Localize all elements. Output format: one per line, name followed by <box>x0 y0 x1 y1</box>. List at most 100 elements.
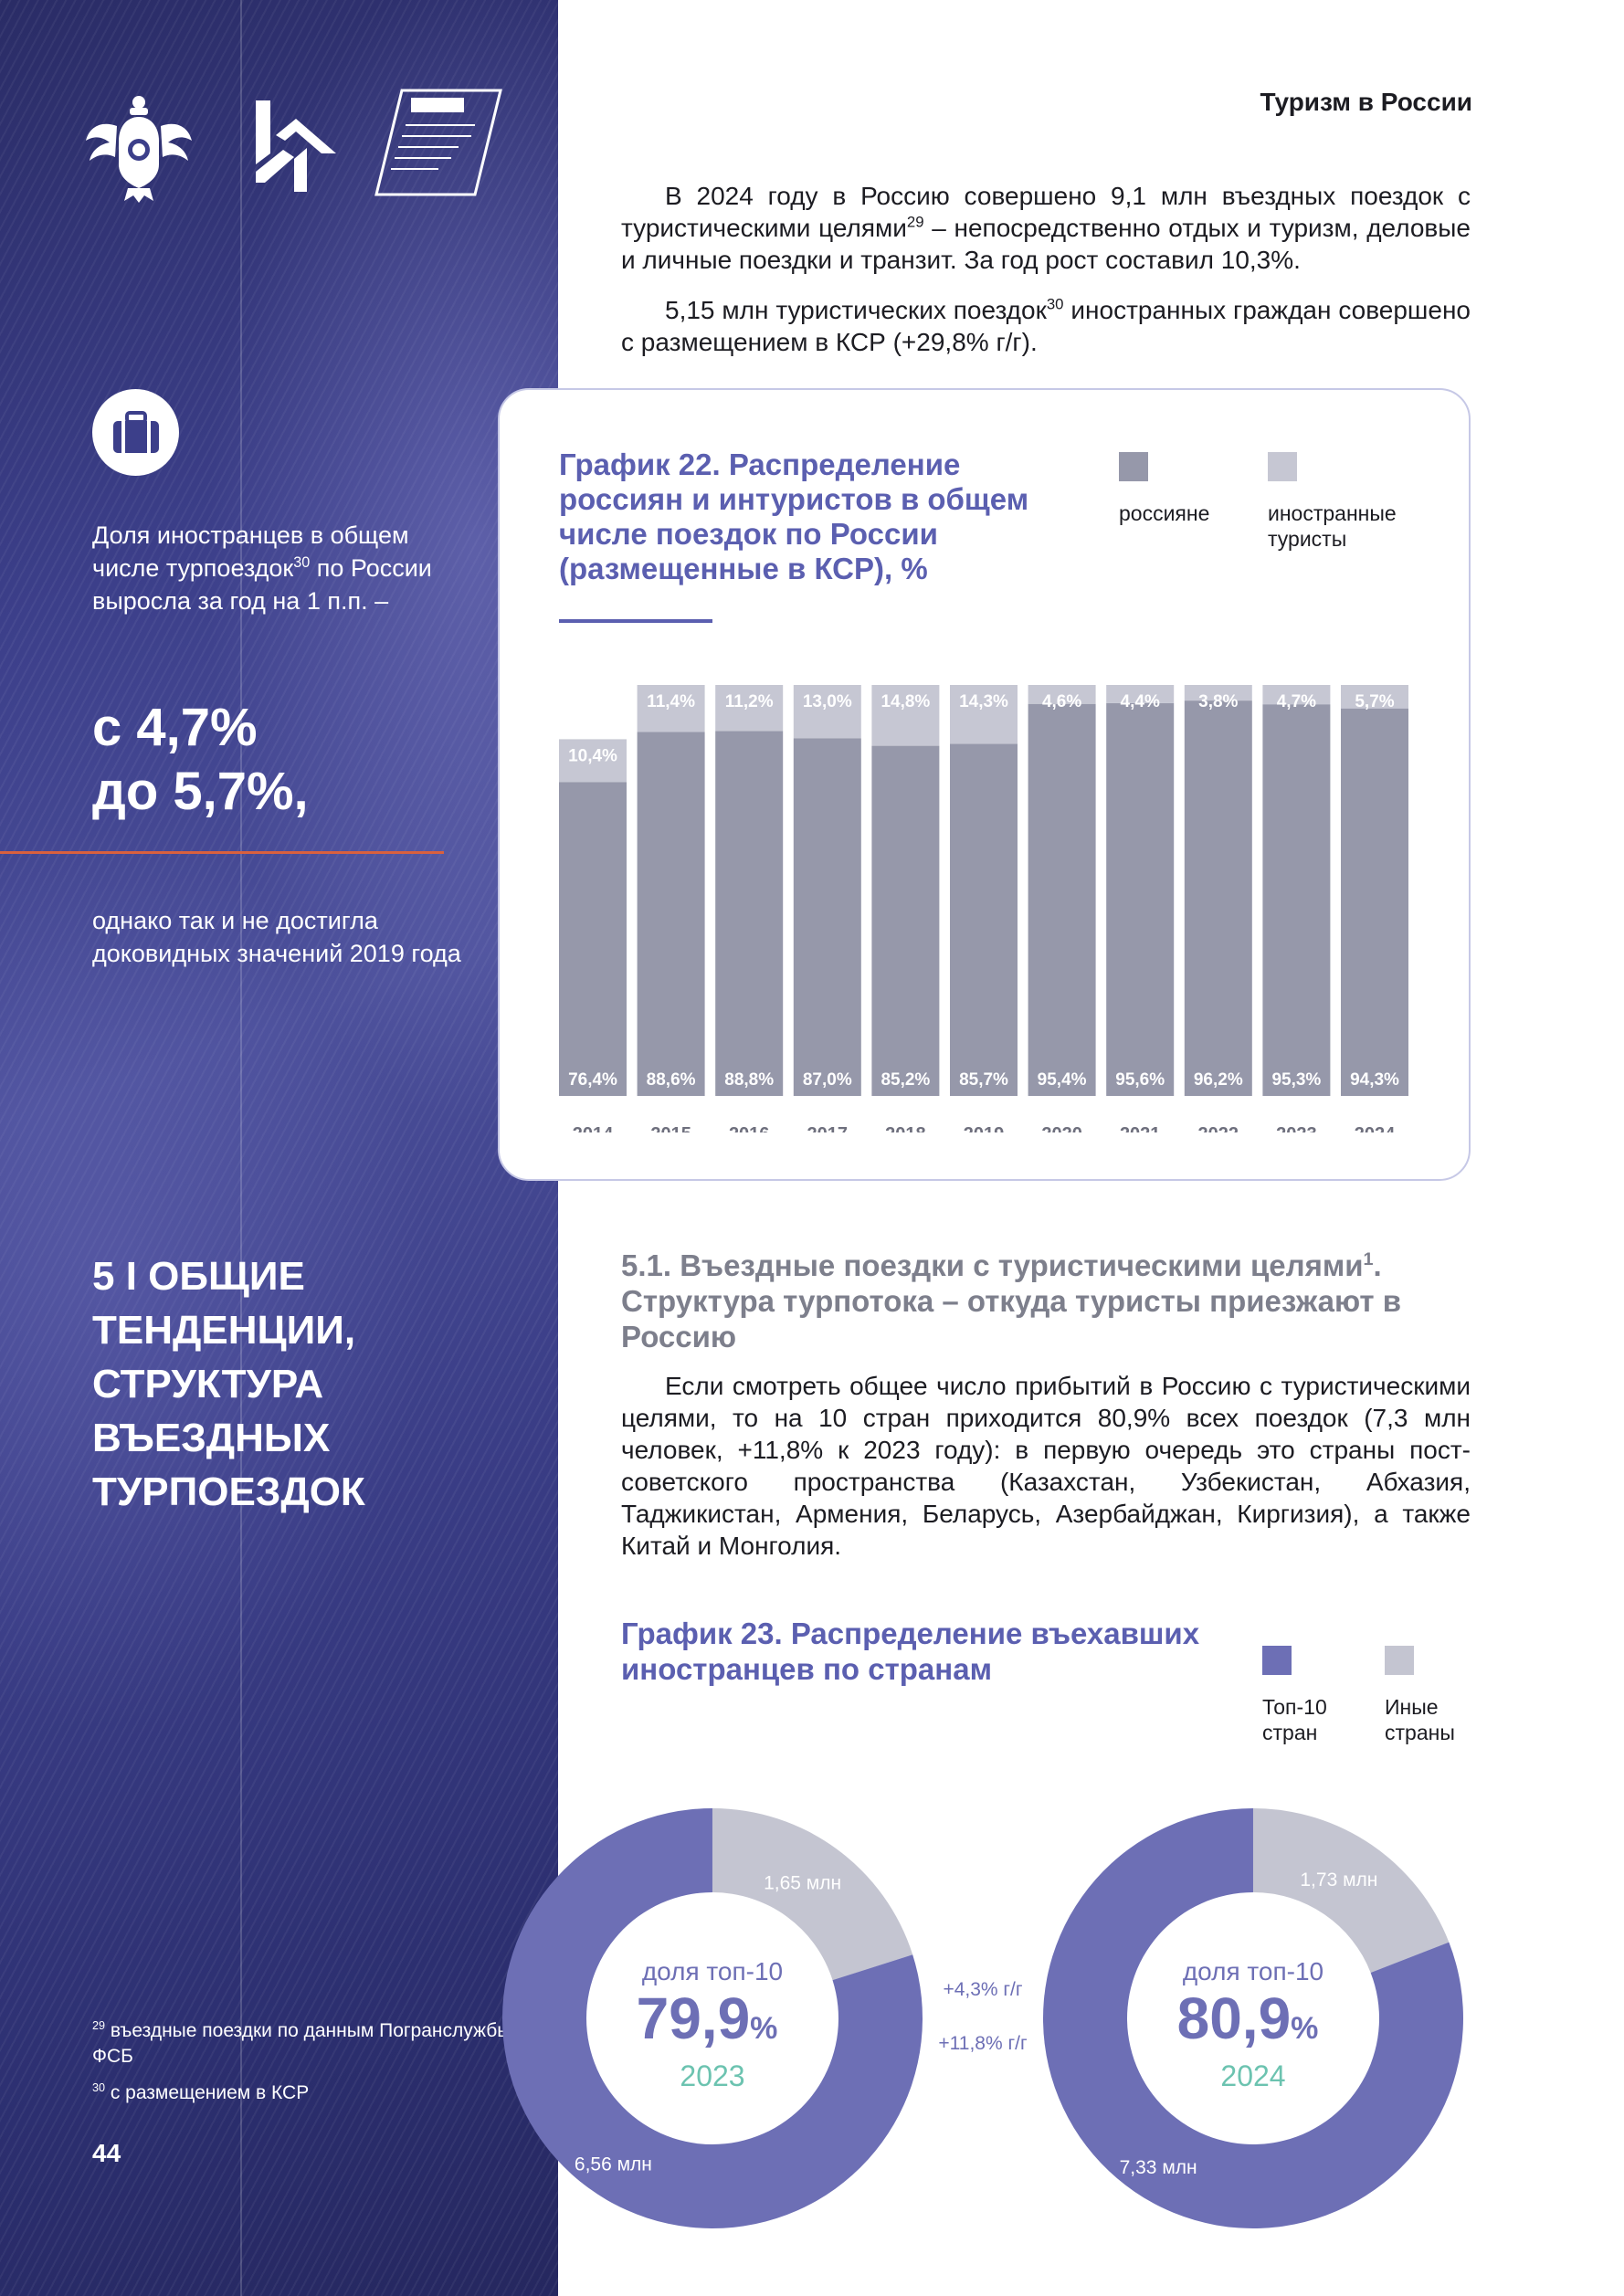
donut-2023-label-top10: 6,56 млн <box>575 2154 652 2175</box>
bar-russians-2015 <box>637 732 705 1096</box>
highlight-line-to: до 5,7%, <box>92 762 309 821</box>
legend-swatch-top10 <box>1262 1646 1292 1675</box>
bar-foreigners-2024 <box>1341 685 1408 709</box>
bar-foreigners-2018 <box>871 685 940 746</box>
subsection-heading-5-1: 5.1. Въездные поездки с туристическими ц… <box>621 1248 1401 1353</box>
donut-2023-center-value: 79,9% <box>637 1985 778 2051</box>
page-number: 44 <box>92 2139 121 2167</box>
label-foreigners-2019: 14,3% <box>959 692 1008 711</box>
donut-2024-year: 2024 <box>1220 2059 1285 2092</box>
label-russians-2016: 88,8% <box>724 1070 774 1090</box>
label-foreigners-2014: 10,4% <box>568 746 617 765</box>
ministry-logo-icon <box>256 100 336 192</box>
sidebar: Доля иностранцев в общем числе турпоездо… <box>0 0 558 2296</box>
label-foreigners-2024: 5,7% <box>1355 692 1394 711</box>
legend-swatch-other <box>1385 1646 1414 1675</box>
bar-foreigners-2017 <box>793 685 861 739</box>
label-foreigners-2020: 4,6% <box>1042 692 1081 711</box>
bar-russians-2022 <box>1184 700 1252 1096</box>
running-head: Туризм в России <box>1260 88 1472 116</box>
sidebar-background-texture <box>0 0 558 2296</box>
x-tick-2021: 2021 <box>1120 1124 1161 1132</box>
legend-label-russians: россияне <box>1119 501 1210 525</box>
legend-label-top10: Топ-10 стран <box>1262 1695 1327 1744</box>
donut-2024-slice-top10 <box>1043 1808 1463 2228</box>
label-russians-2018: 85,2% <box>881 1070 930 1090</box>
x-tick-2018: 2018 <box>885 1124 926 1132</box>
chart-23-title: График 23. Распределение въехавших иност… <box>621 1617 1200 1686</box>
foreigners-share-highlight: с 4,7% до 5,7%, <box>92 696 512 824</box>
x-tick-2019: 2019 <box>964 1124 1005 1132</box>
label-russians-2017: 87,0% <box>803 1070 852 1090</box>
label-foreigners-2015: 11,4% <box>647 692 695 711</box>
legend-swatch-foreigners <box>1268 452 1297 481</box>
x-tick-2015: 2015 <box>650 1124 691 1132</box>
paragraph-top-countries: Если смотреть общее число прибытий в Рос… <box>621 1372 1471 1560</box>
donut-2023-label-other: 1,65 млн <box>764 1872 841 1893</box>
bar-russians-2024 <box>1341 708 1408 1096</box>
highlight-line-from: с 4,7% <box>92 698 258 757</box>
footnote-30: 30 с размещением в КСР <box>92 2081 310 2103</box>
chart-22-bars: 10,4% 76,4% 2014 11,4% 88,6% 2015 11,2% 88,8% 20… <box>559 685 1408 1132</box>
label-russians-2014: 76,4% <box>568 1070 617 1090</box>
label-foreigners-2016: 11,2% <box>725 692 774 711</box>
x-tick-2024: 2024 <box>1355 1124 1396 1132</box>
label-foreigners-2018: 14,8% <box>881 692 930 711</box>
donut-2024-slice-other <box>1253 1808 1450 1973</box>
donut-2024-label-other: 1,73 млн <box>1300 1869 1377 1891</box>
x-tick-2014: 2014 <box>573 1124 614 1132</box>
bar-foreigners-2021 <box>1106 685 1175 703</box>
growth-label-top10: +11,8% г/г <box>938 2033 1028 2054</box>
sidebar-accent-rule <box>0 851 444 854</box>
bar-russians-2020 <box>1028 703 1096 1096</box>
label-foreigners-2021: 4,4% <box>1121 692 1160 711</box>
bar-foreigners-2019 <box>950 685 1018 744</box>
sidebar-divider-line <box>240 0 242 2296</box>
donut-2024-caption: доля топ-10 <box>1183 1957 1323 1985</box>
x-tick-2016: 2016 <box>729 1124 770 1132</box>
label-russians-2021: 95,6% <box>1115 1070 1165 1090</box>
legend-swatch-russians <box>1119 452 1148 481</box>
donut-2024-center-value: 80,9% <box>1177 1985 1319 2051</box>
x-tick-2022: 2022 <box>1198 1124 1239 1132</box>
label-foreigners-2022: 3,8% <box>1198 692 1238 711</box>
donut-2023-year: 2023 <box>680 2059 744 2092</box>
bar-foreigners-2016 <box>715 685 784 732</box>
coat-of-arms-eagle-icon <box>86 96 192 203</box>
foreigners-share-tail-text: однако так и не достигла доковидных знач… <box>92 907 461 967</box>
bar-russians-2023 <box>1262 704 1331 1096</box>
suitcase-icon <box>92 389 179 476</box>
tourism-brand-logo-icon <box>374 89 502 196</box>
legend-label-other: Иные страны <box>1385 1695 1455 1744</box>
paragraph-ksr-trips: 5,15 млн туристических поездок30 иностра… <box>621 295 1471 356</box>
bar-russians-2018 <box>871 745 940 1096</box>
bar-russians-2021 <box>1106 702 1175 1096</box>
label-foreigners-2017: 13,0% <box>803 692 852 711</box>
label-russians-2019: 85,7% <box>959 1070 1008 1090</box>
bar-russians-2016 <box>715 731 784 1096</box>
donut-2024-label-top10: 7,33 млн <box>1120 2157 1197 2178</box>
bar-russians-2014 <box>559 782 627 1096</box>
label-russians-2020: 95,4% <box>1038 1070 1087 1090</box>
foreigners-share-lead-text: Доля иностранцев в общем числе турпоездо… <box>92 521 432 615</box>
bar-russians-2019 <box>950 743 1018 1096</box>
chart-22-title: График 22. Распределение россиян и интур… <box>559 448 1029 585</box>
bar-russians-2017 <box>793 738 861 1096</box>
growth-label-other: +4,3% г/г <box>943 1979 1022 2000</box>
x-tick-2017: 2017 <box>807 1124 849 1132</box>
donut-2023-slice-other <box>712 1808 913 1981</box>
bar-foreigners-2022 <box>1184 685 1252 701</box>
footnote-29: 29 въездные поездки по данным Погранслуж… <box>92 2019 511 2067</box>
bar-foreigners-2020 <box>1028 685 1096 704</box>
label-russians-2015: 88,6% <box>647 1070 696 1090</box>
label-foreigners-2023: 4,7% <box>1277 692 1316 711</box>
bar-foreigners-2014 <box>559 739 627 783</box>
chart-22-title-rule <box>559 619 712 623</box>
x-tick-2020: 2020 <box>1041 1124 1082 1132</box>
footnotes: 29 въездные поездки по данным Погранслуж… <box>92 2018 512 2117</box>
label-russians-2022: 96,2% <box>1194 1070 1243 1090</box>
chart-23-donuts: 1,65 млн 6,56 млн доля топ-10 79,9% 2023 1,73… <box>502 1808 1463 2228</box>
bar-foreigners-2023 <box>1262 685 1331 705</box>
paragraph-inbound-trips: В 2024 году в Россию совершено 9,1 млн в… <box>621 182 1471 274</box>
label-russians-2024: 94,3% <box>1350 1070 1399 1090</box>
